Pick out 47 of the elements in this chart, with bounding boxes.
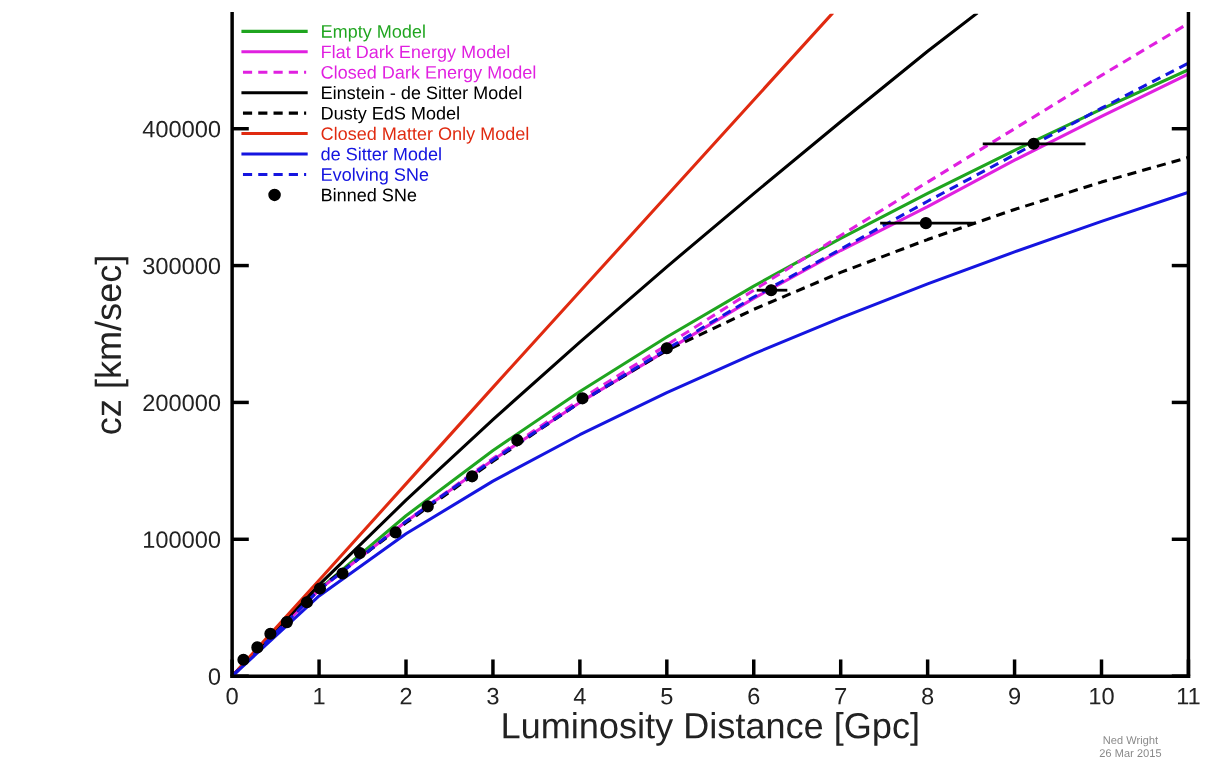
point — [389, 526, 402, 539]
x-tick-label: 10 — [1090, 687, 1114, 705]
y-tick-label: 0 — [208, 668, 221, 685]
x-tick-label: 6 — [748, 687, 760, 705]
point — [313, 582, 327, 595]
point — [660, 342, 673, 355]
point — [576, 392, 589, 405]
legend-label: Empty Model — [322, 24, 425, 42]
y-tick-label: 100000 — [144, 531, 221, 549]
point — [466, 470, 479, 483]
legend-label: Evolving SNe — [322, 167, 429, 185]
legend-label: Closed Matter Only Model — [321, 126, 529, 144]
x-tick-label: 5 — [661, 688, 673, 705]
y-axis-title: cz [km/sec] — [94, 257, 129, 434]
legend-label: Closed Dark Energy Model — [321, 65, 536, 83]
x-tick-label: 4 — [573, 688, 586, 705]
point — [264, 627, 277, 640]
point — [765, 284, 778, 297]
x-tick-label: 3 — [487, 687, 499, 705]
legend-label: Dusty EdS Model — [322, 106, 459, 124]
text: Ned Wright — [1103, 735, 1159, 747]
point — [336, 567, 349, 580]
text: 26 Mar 2015 — [1099, 749, 1162, 758]
y-tick-label: 300000 — [143, 257, 221, 275]
x-tick-label: 0 — [226, 687, 238, 705]
point — [1027, 137, 1040, 150]
point — [237, 653, 250, 666]
x-tick-label: 9 — [1009, 687, 1021, 705]
x-tick-label: 11 — [1177, 688, 1200, 705]
point — [280, 616, 293, 629]
point — [421, 500, 434, 513]
legend-label: de Sitter Model — [321, 147, 441, 161]
x-tick-label: 8 — [922, 687, 934, 705]
legend-label: Flat Dark Energy Model — [322, 45, 510, 62]
point — [511, 434, 524, 447]
legend-label: Binned SNe — [322, 188, 417, 202]
x-tick-label: 2 — [400, 687, 412, 705]
point — [353, 546, 367, 560]
x-axis-title: Luminosity Distance [Gpc] — [503, 712, 918, 746]
legend-label: Einstein - de Sitter Model — [322, 85, 522, 100]
point — [251, 641, 264, 654]
point — [919, 217, 932, 230]
x-tick-label: 7 — [835, 688, 847, 705]
y-tick-label: 200000 — [143, 394, 221, 412]
x-tick-label: 1 — [314, 688, 325, 705]
point — [300, 596, 313, 609]
y-tick-label: 400000 — [142, 120, 221, 138]
